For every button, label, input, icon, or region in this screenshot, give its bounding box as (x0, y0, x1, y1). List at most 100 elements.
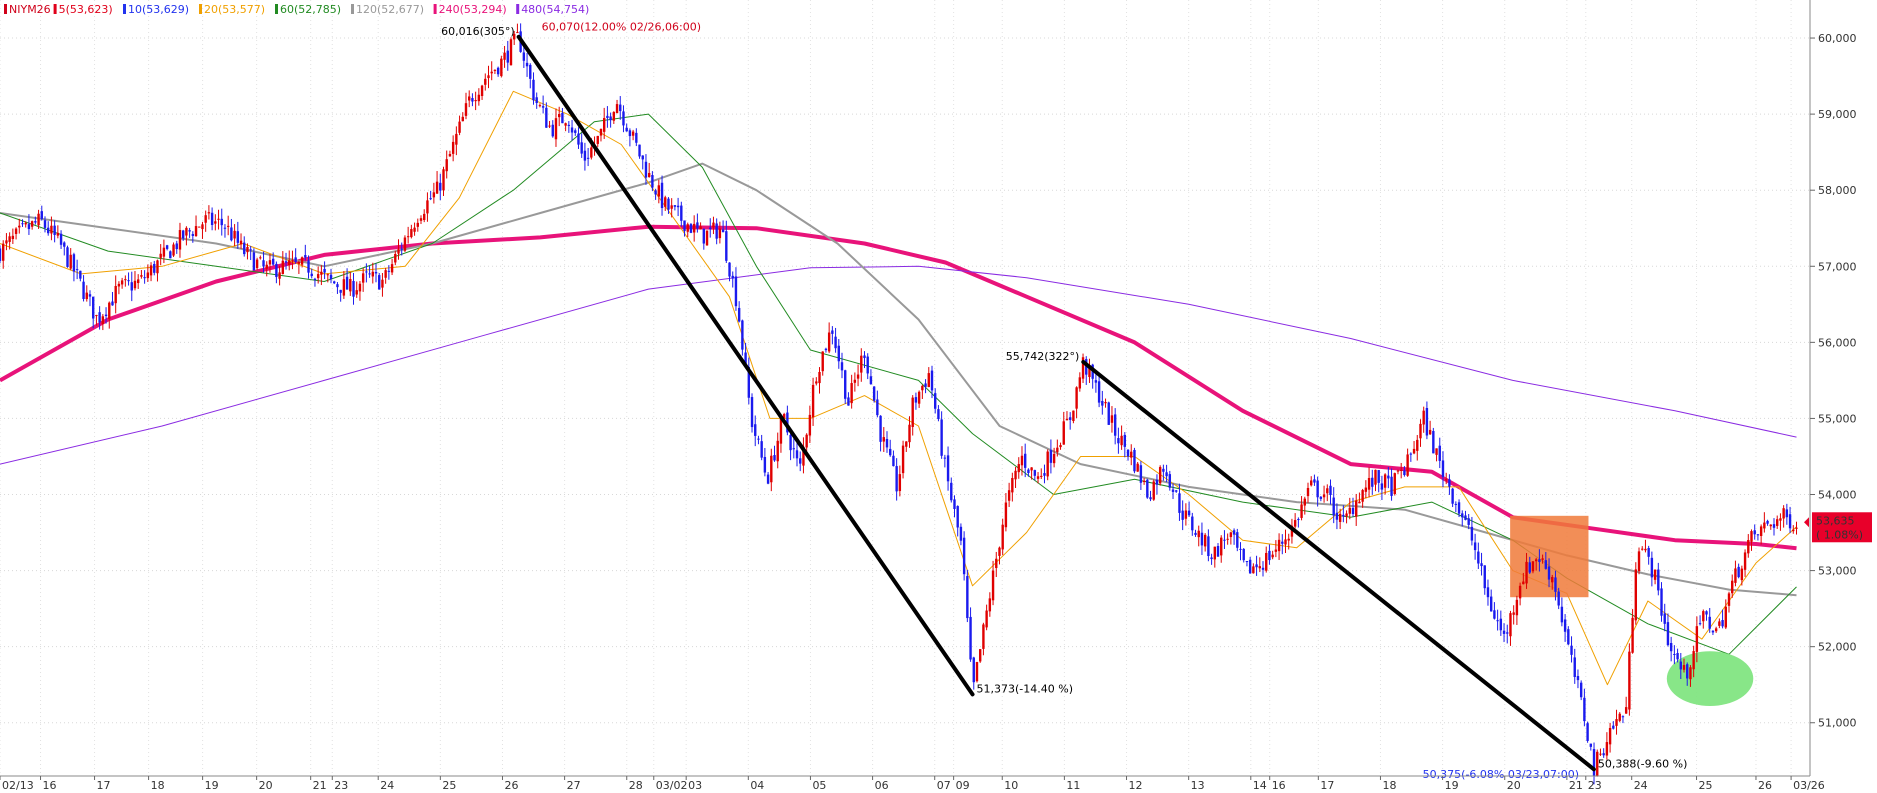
candle-body (255, 259, 259, 268)
candle-body (1644, 548, 1647, 551)
candle-body (358, 283, 362, 292)
annotation-label: 50,375(-6.08% 03/23,07:00) (1423, 768, 1579, 781)
candle-body (355, 290, 358, 295)
candle-body (1432, 431, 1435, 454)
candle-body (400, 248, 403, 250)
legend-entry: 20(53,577) (204, 3, 265, 16)
candle-body (1756, 534, 1760, 536)
candle-body (271, 258, 275, 265)
candle-body (1586, 723, 1589, 741)
candle-body (1007, 490, 1011, 501)
candle-body (310, 273, 313, 277)
candle-body (721, 229, 725, 233)
x-tick-label: 21 (313, 779, 327, 792)
candle-body (1277, 539, 1281, 552)
candle-body (1734, 568, 1737, 583)
candle-body (233, 230, 236, 239)
candle-body (741, 320, 744, 350)
candle-body (82, 281, 85, 299)
candle-body (11, 235, 15, 240)
candle-body (181, 230, 185, 239)
candle-body (435, 181, 439, 194)
candle-body (1322, 494, 1326, 498)
highlight-ellipse (1666, 651, 1754, 707)
candle-body (1759, 526, 1763, 536)
candle-body (1197, 530, 1200, 538)
candle-body (1425, 407, 1429, 436)
candle-body (47, 227, 50, 234)
candle-body (1782, 508, 1785, 519)
candle-body (172, 244, 175, 256)
legend-entry: 5(53,623) (59, 3, 113, 16)
candle-body (1043, 473, 1046, 476)
candle-body (117, 283, 121, 287)
x-tick-label: 19 (1445, 779, 1459, 792)
candle-body (975, 662, 979, 682)
candle-body (1049, 450, 1053, 463)
x-tick-label: 06 (875, 779, 889, 792)
candle-body (747, 367, 751, 398)
y-tick-label: 58,000 (1818, 184, 1857, 197)
candle-body (1689, 667, 1692, 680)
candle-body (644, 161, 648, 178)
candle-body (1239, 548, 1242, 550)
candle-body (1461, 513, 1464, 518)
candle-body (349, 279, 352, 292)
candle-body (1570, 645, 1573, 655)
candle-body (561, 112, 564, 124)
candle-body (503, 52, 506, 60)
candle-body (1355, 500, 1358, 517)
candle-body (1441, 460, 1445, 477)
candle-body (622, 111, 625, 126)
candle-body (451, 141, 455, 154)
candle-body (953, 499, 956, 509)
candle-body (1592, 749, 1596, 776)
candle-body (647, 172, 651, 178)
candle-body (1081, 357, 1085, 379)
legend-swatch (351, 4, 354, 14)
candle-body (1608, 727, 1612, 745)
candle-body (1444, 479, 1448, 481)
legend-swatch (4, 4, 7, 14)
candle-body (480, 85, 484, 97)
candle-body (1184, 510, 1188, 519)
candle-body (1673, 653, 1676, 655)
candle-body (413, 227, 416, 232)
candle-body (535, 97, 538, 103)
candle-body (477, 94, 481, 102)
legend-entry: 60(52,785) (280, 3, 341, 16)
candle-body (831, 330, 834, 334)
candle-body (1518, 585, 1522, 599)
trend-line (516, 34, 975, 697)
candle-body (1210, 557, 1213, 560)
candle-body (1281, 541, 1284, 544)
candle-body (455, 133, 458, 145)
x-tick-label: 16 (43, 779, 57, 792)
annotation-label: 51,373(-14.40 %) (977, 682, 1073, 695)
candle-body (1168, 474, 1172, 488)
candle-body (802, 446, 805, 466)
candle-body (156, 260, 159, 274)
candle-body (130, 282, 133, 291)
candle-body (1313, 479, 1316, 483)
candle-body (185, 227, 188, 236)
candle-body (223, 227, 227, 229)
candle-body (567, 124, 571, 126)
candle-body (21, 223, 24, 225)
candle-body (982, 624, 985, 649)
candle-body (885, 438, 889, 448)
candle-body (985, 610, 988, 628)
candle-body (352, 281, 355, 297)
candle-body (1017, 464, 1020, 473)
candle-body (934, 393, 937, 409)
candle-body (1223, 539, 1226, 541)
last-price-box (1812, 512, 1872, 543)
candle-body (962, 537, 966, 575)
candle-body (1554, 577, 1557, 592)
candle-body (1499, 618, 1503, 631)
candle-body (551, 124, 554, 137)
candle-body (1624, 707, 1628, 714)
candle-body (1338, 513, 1342, 522)
candle-body (602, 118, 606, 132)
candle-body (1772, 524, 1776, 528)
